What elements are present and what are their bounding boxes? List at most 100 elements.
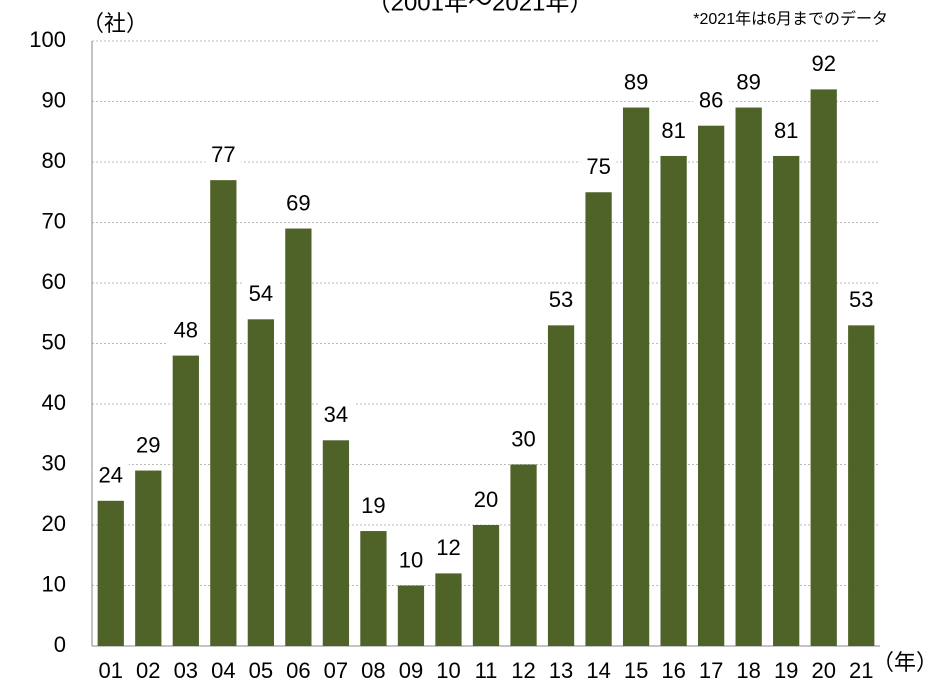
bar — [397, 585, 425, 646]
data-label: 10 — [399, 547, 423, 572]
x-tick-label: 08 — [361, 658, 385, 683]
data-label: 89 — [624, 69, 648, 94]
y-tick-label: 90 — [42, 87, 66, 112]
data-label: 86 — [699, 88, 723, 113]
x-tick-label: 21 — [849, 658, 873, 683]
x-tick-label: 10 — [436, 658, 460, 683]
bar — [285, 228, 312, 647]
bar — [848, 325, 875, 646]
chart-subtitle: （2001年～2021年） — [367, 0, 594, 16]
x-tick-label: 06 — [286, 658, 310, 683]
bar — [773, 155, 800, 646]
y-tick-label: 70 — [42, 208, 66, 233]
x-tick-label: 15 — [624, 658, 648, 683]
x-tick-label: 01 — [99, 658, 123, 683]
y-tick-label: 20 — [42, 511, 66, 536]
bar — [698, 125, 725, 646]
x-tick-label: 05 — [249, 658, 273, 683]
bar — [810, 89, 837, 646]
data-label: 89 — [736, 69, 760, 94]
bar — [585, 192, 612, 646]
data-label-bg — [355, 491, 392, 522]
data-label: 81 — [661, 118, 685, 143]
data-label: 19 — [361, 493, 385, 518]
bar — [472, 525, 500, 646]
data-label-bg — [130, 430, 167, 461]
data-label-bg — [693, 85, 730, 116]
chart-note: *2021年は6月までのデータ — [693, 9, 888, 28]
data-label-bg — [430, 533, 467, 564]
x-tick-label: 16 — [661, 658, 685, 683]
data-label-bg — [843, 285, 880, 316]
bar — [172, 355, 199, 646]
bar — [435, 573, 462, 646]
bar — [135, 470, 162, 646]
data-label-bg — [392, 545, 429, 576]
data-label: 75 — [586, 154, 610, 179]
data-label-bg — [92, 460, 129, 491]
data-label: 24 — [99, 463, 123, 488]
data-label-bg — [317, 400, 354, 431]
data-label-bg — [543, 285, 580, 316]
data-label-bg — [580, 152, 617, 183]
data-label: 20 — [474, 487, 498, 512]
data-label-bg — [805, 49, 842, 80]
data-label-bg — [167, 315, 204, 346]
bar — [547, 325, 575, 646]
x-tick-label: 13 — [549, 658, 573, 683]
data-label: 34 — [324, 402, 348, 427]
x-tick-label: 18 — [736, 658, 760, 683]
y-axis-label: （社） — [82, 11, 148, 36]
data-label-bg — [468, 485, 504, 515]
y-tick-label: 40 — [42, 390, 66, 415]
bar — [322, 440, 350, 646]
y-tick-label: 0 — [54, 632, 66, 657]
x-tick-label: 12 — [511, 658, 535, 683]
x-tick-label: 20 — [811, 658, 835, 683]
y-tick-label: 30 — [42, 450, 66, 475]
bar — [360, 531, 387, 646]
data-label-bg — [655, 115, 692, 146]
data-label: 92 — [811, 51, 835, 76]
data-label: 12 — [436, 535, 460, 560]
x-tick-label: 03 — [174, 658, 198, 683]
data-label: 53 — [849, 287, 873, 312]
data-label-bg — [505, 424, 542, 455]
data-label-bg — [280, 188, 317, 219]
data-label: 54 — [249, 281, 273, 306]
data-label: 53 — [549, 287, 573, 312]
data-label: 69 — [286, 190, 310, 215]
y-tick-label: 10 — [42, 571, 66, 596]
data-label: 77 — [211, 142, 235, 167]
data-label-bg — [768, 115, 805, 146]
bar — [660, 155, 687, 646]
y-tick-label: 50 — [42, 329, 66, 354]
data-label: 81 — [774, 118, 798, 143]
data-label-bg — [618, 67, 655, 98]
x-tick-label: 02 — [136, 658, 160, 683]
bar — [97, 500, 124, 646]
data-label-bg — [242, 279, 279, 310]
y-tick-label: 80 — [42, 148, 66, 173]
data-label: 48 — [174, 317, 198, 342]
bar — [247, 319, 274, 646]
data-label-bg — [205, 140, 242, 171]
data-label-bg — [730, 67, 767, 98]
bar — [622, 107, 650, 647]
x-tick-label: 19 — [774, 658, 798, 683]
x-tick-label: 11 — [475, 658, 498, 683]
x-tick-label: 09 — [399, 658, 423, 683]
data-label: 29 — [136, 432, 160, 457]
x-tick-label: 07 — [324, 658, 348, 683]
bar — [510, 464, 537, 646]
x-tick-label: 17 — [699, 658, 723, 683]
bar — [210, 180, 237, 646]
y-tick-label: 100 — [29, 27, 66, 52]
x-axis-label: （年） — [872, 650, 938, 675]
y-tick-label: 60 — [42, 269, 66, 294]
data-label: 30 — [511, 426, 535, 451]
bar — [735, 107, 762, 647]
x-tick-label: 04 — [211, 658, 235, 683]
